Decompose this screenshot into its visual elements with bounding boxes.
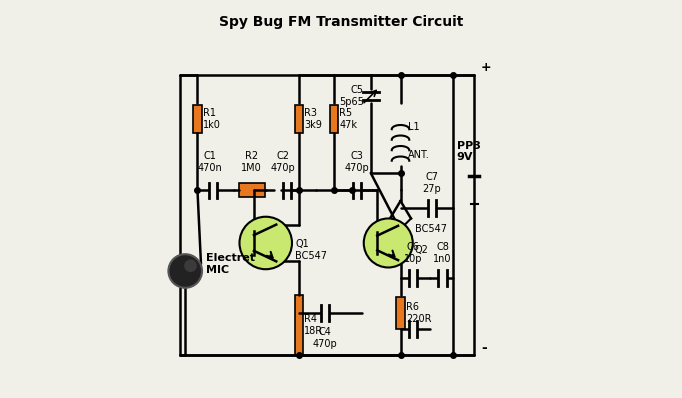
Text: R2
1M0: R2 1M0 — [241, 151, 262, 173]
Text: R3
3k9: R3 3k9 — [304, 108, 322, 129]
Text: +: + — [481, 61, 492, 74]
Text: -: - — [481, 341, 487, 355]
FancyBboxPatch shape — [295, 295, 303, 355]
Text: Q2: Q2 — [415, 245, 428, 255]
FancyBboxPatch shape — [295, 105, 303, 133]
Text: C2
470p: C2 470p — [271, 151, 295, 173]
Text: Electret
MIC: Electret MIC — [206, 253, 255, 275]
Circle shape — [239, 217, 292, 269]
Text: C7
27p: C7 27p — [423, 172, 441, 194]
Text: R1
1k0: R1 1k0 — [203, 108, 220, 129]
Text: R5
47k: R5 47k — [339, 108, 357, 129]
Text: R6
220R: R6 220R — [406, 302, 431, 324]
Text: C6
10p: C6 10p — [404, 242, 422, 264]
Text: Q1
BC547: Q1 BC547 — [295, 239, 327, 261]
Circle shape — [168, 254, 202, 288]
FancyBboxPatch shape — [329, 105, 338, 133]
Circle shape — [184, 259, 197, 272]
FancyBboxPatch shape — [396, 297, 405, 329]
Text: C4
470p: C4 470p — [313, 327, 338, 349]
Text: L1: L1 — [408, 123, 419, 133]
Text: C3
470p: C3 470p — [344, 151, 369, 173]
Text: PP3
9V: PP3 9V — [456, 141, 480, 162]
Text: BC547: BC547 — [415, 224, 447, 234]
Text: C1
470n: C1 470n — [197, 151, 222, 173]
Circle shape — [364, 219, 413, 267]
Text: C5
5p65: C5 5p65 — [339, 85, 364, 107]
Text: C8
1n0: C8 1n0 — [433, 242, 451, 264]
Title: Spy Bug FM Transmitter Circuit: Spy Bug FM Transmitter Circuit — [219, 15, 463, 29]
Text: R4
18R: R4 18R — [304, 314, 323, 336]
FancyBboxPatch shape — [239, 183, 265, 197]
FancyBboxPatch shape — [193, 105, 202, 133]
Text: ANT.: ANT. — [408, 150, 429, 160]
